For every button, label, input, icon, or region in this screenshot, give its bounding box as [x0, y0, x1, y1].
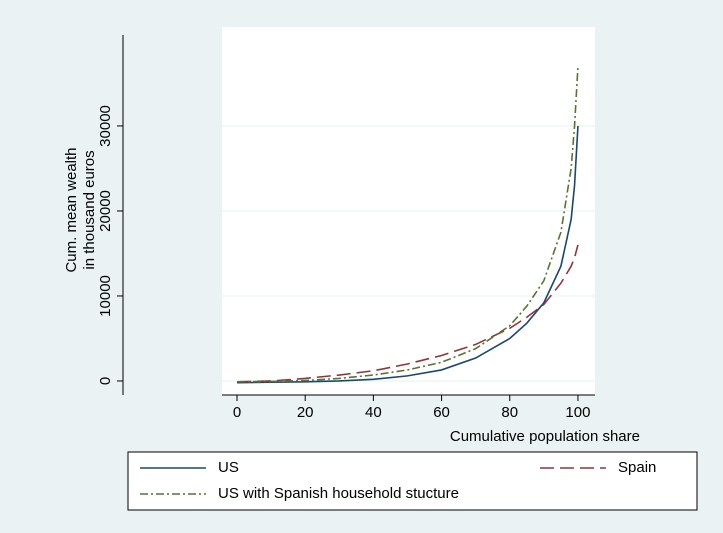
legend-label: Spain	[618, 459, 656, 476]
y-axis-title: in thousand euros	[81, 150, 98, 269]
legend-label: US	[218, 459, 239, 476]
y-tick-label: 20000	[97, 190, 114, 232]
x-tick-label: 0	[233, 404, 241, 421]
legend-label: US with Spanish household stucture	[218, 485, 459, 502]
x-tick-label: 40	[365, 404, 382, 421]
series-line	[236, 125, 579, 384]
x-tick-label: 100	[565, 404, 590, 421]
series-line	[236, 66, 579, 383]
y-tick-label: 0	[97, 377, 114, 385]
x-axis-title: Cumulative population share	[450, 428, 640, 445]
series-line	[236, 244, 579, 383]
x-tick-label: 80	[501, 404, 518, 421]
y-tick-label: 30000	[97, 105, 114, 147]
x-tick-label: 20	[297, 404, 314, 421]
y-axis-title: Cum. mean wealth	[63, 147, 80, 272]
y-tick-label: 10000	[97, 275, 114, 317]
legend	[127, 451, 698, 511]
x-tick-label: 60	[433, 404, 450, 421]
